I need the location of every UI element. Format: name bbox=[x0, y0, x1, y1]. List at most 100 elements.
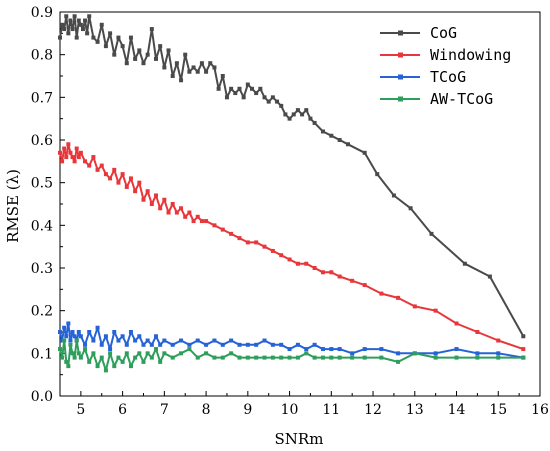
data-point-windowing bbox=[166, 210, 171, 215]
data-point-windowing bbox=[195, 214, 200, 219]
data-point-cog bbox=[216, 86, 221, 91]
data-point-cog bbox=[95, 39, 100, 44]
data-point-aw-tcog bbox=[154, 347, 158, 352]
data-point-tcog bbox=[362, 347, 367, 352]
x-tick-label: 11 bbox=[322, 402, 340, 418]
data-point-windowing bbox=[262, 244, 267, 249]
data-point-aw-tcog bbox=[116, 355, 121, 360]
data-point-cog bbox=[237, 86, 242, 91]
y-axis-title: RMSE (λ) bbox=[4, 169, 22, 243]
data-point-windowing bbox=[66, 142, 71, 147]
data-point-aw-tcog bbox=[270, 355, 275, 360]
y-tick-label: 0.7 bbox=[31, 90, 53, 106]
data-point-cog bbox=[112, 52, 117, 57]
data-point-cog bbox=[166, 48, 171, 53]
data-point-windowing bbox=[112, 167, 117, 172]
legend-label: TCoG bbox=[430, 68, 466, 86]
legend-swatch-marker bbox=[398, 74, 403, 80]
data-point-cog bbox=[233, 91, 238, 96]
data-point-aw-tcog bbox=[362, 355, 367, 360]
data-point-windowing bbox=[187, 210, 192, 215]
data-point-tcog bbox=[212, 338, 217, 343]
data-point-tcog bbox=[95, 325, 100, 330]
data-point-cog bbox=[199, 61, 204, 66]
data-point-aw-tcog bbox=[433, 355, 438, 360]
data-point-cog bbox=[329, 133, 334, 138]
data-point-tcog bbox=[70, 330, 75, 334]
x-tick-label: 12 bbox=[364, 402, 382, 418]
data-point-windowing bbox=[279, 253, 284, 258]
data-point-cog bbox=[68, 18, 73, 23]
data-point-aw-tcog bbox=[295, 355, 300, 360]
data-point-tcog bbox=[145, 338, 150, 343]
data-point-cog bbox=[300, 112, 305, 117]
data-point-aw-tcog bbox=[412, 351, 417, 356]
data-point-aw-tcog bbox=[379, 355, 384, 360]
data-point-aw-tcog bbox=[83, 347, 88, 352]
data-point-cog bbox=[116, 35, 121, 40]
data-point-tcog bbox=[91, 338, 96, 343]
data-point-aw-tcog bbox=[237, 355, 242, 360]
data-point-tcog bbox=[170, 342, 175, 347]
data-point-tcog bbox=[141, 342, 146, 347]
data-point-windowing bbox=[454, 321, 459, 326]
data-point-windowing bbox=[76, 155, 81, 160]
data-point-aw-tcog bbox=[254, 355, 259, 360]
data-point-windowing bbox=[295, 261, 300, 266]
data-point-aw-tcog bbox=[396, 359, 401, 364]
data-point-aw-tcog bbox=[145, 351, 150, 356]
data-point-windowing bbox=[254, 240, 259, 245]
data-point-windowing bbox=[412, 304, 417, 309]
data-point-cog bbox=[191, 65, 196, 70]
data-point-windowing bbox=[60, 159, 65, 164]
data-point-tcog bbox=[396, 351, 401, 356]
legend-item-tcog: TCoG bbox=[380, 68, 466, 86]
data-point-windowing bbox=[304, 261, 309, 266]
data-point-aw-tcog bbox=[350, 355, 355, 360]
series-line-cog bbox=[59, 15, 525, 337]
data-point-windowing bbox=[174, 210, 179, 215]
series-cog bbox=[58, 14, 526, 339]
legend-label: CoG bbox=[430, 24, 457, 42]
data-point-cog bbox=[408, 206, 413, 211]
y-tick-label: 0.3 bbox=[31, 261, 53, 277]
data-point-windowing bbox=[475, 330, 480, 334]
data-point-cog bbox=[133, 56, 138, 61]
data-point-aw-tcog bbox=[287, 355, 292, 360]
data-point-cog bbox=[308, 116, 313, 121]
legend-swatch-marker bbox=[398, 30, 403, 36]
data-point-windowing bbox=[149, 202, 154, 206]
data-point-windowing bbox=[521, 347, 526, 352]
data-point-cog bbox=[145, 52, 150, 57]
x-tick-label: 8 bbox=[202, 402, 211, 418]
data-point-windowing bbox=[158, 206, 163, 211]
y-tick-label: 0.0 bbox=[31, 389, 53, 405]
data-point-tcog bbox=[295, 342, 300, 347]
data-point-cog bbox=[80, 27, 85, 32]
data-point-windowing bbox=[64, 155, 69, 160]
legend-swatch-marker bbox=[398, 52, 403, 58]
data-point-cog bbox=[254, 91, 259, 96]
data-point-cog bbox=[187, 69, 192, 74]
data-point-windowing bbox=[396, 295, 401, 300]
data-point-windowing bbox=[78, 150, 83, 155]
data-point-tcog bbox=[66, 321, 71, 326]
data-point-tcog bbox=[220, 342, 225, 347]
data-point-cog bbox=[72, 14, 77, 19]
x-tick-label: 13 bbox=[406, 402, 424, 418]
data-point-tcog bbox=[149, 342, 154, 347]
legend-item-windowing: Windowing bbox=[380, 46, 511, 64]
data-point-windowing bbox=[141, 197, 146, 202]
data-point-tcog bbox=[287, 347, 292, 352]
y-axis-ticks: 0.0 0.1 0.2 0.3 0.4 0.5 0.6 0.7 0.8 0.9 bbox=[31, 5, 65, 405]
data-point-windowing bbox=[237, 236, 242, 241]
data-point-windowing bbox=[154, 193, 158, 198]
data-point-cog bbox=[279, 103, 284, 108]
legend: CoG Windowing TCoG AW-TCoG bbox=[380, 24, 511, 108]
data-point-aw-tcog bbox=[70, 351, 75, 356]
data-point-cog bbox=[208, 61, 213, 66]
y-tick-label: 0.2 bbox=[31, 304, 53, 320]
data-point-windowing bbox=[87, 163, 92, 168]
data-point-tcog bbox=[76, 330, 81, 334]
data-point-tcog bbox=[454, 347, 459, 352]
